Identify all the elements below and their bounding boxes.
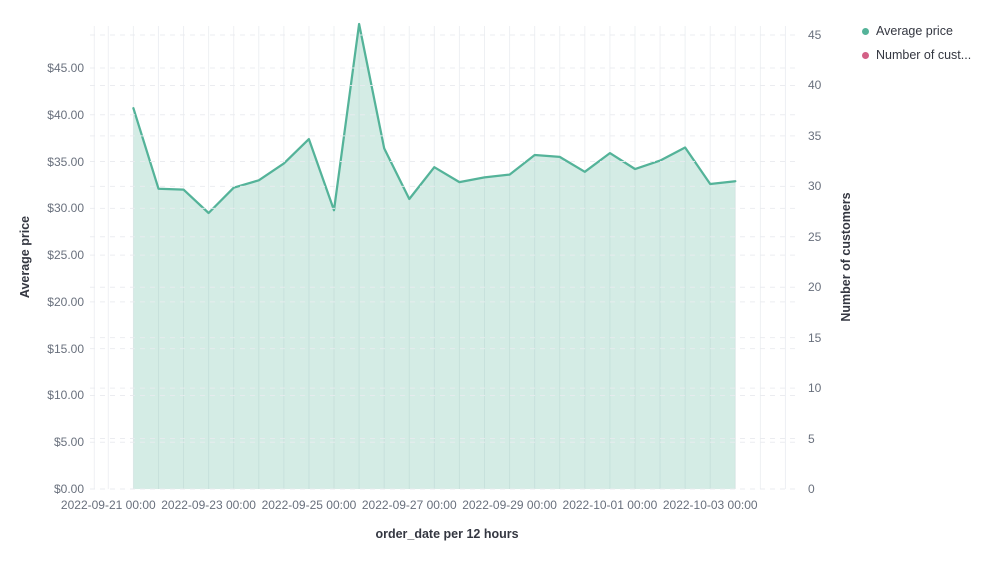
y-axis-tick-label-left: $30.00	[47, 201, 84, 216]
legend-label-average-price: Average price	[876, 24, 953, 38]
y-axis-tick-label-right: 15	[808, 330, 822, 345]
y-axis-tick-label-right: 20	[808, 280, 822, 295]
y-axis-tick-label-left: $0.00	[53, 482, 84, 496]
x-axis-tick-label: 2022-10-03 00:00	[662, 498, 758, 512]
legend-label-number-of-customers: Number of cust...	[876, 48, 972, 62]
y-axis-tick-label-right: 5	[808, 431, 815, 446]
y-axis-tick-label-left: $35.00	[47, 154, 84, 169]
y-axis-tick-label-right: 45	[808, 27, 822, 42]
chart-legend: Average price Number of cust...	[862, 24, 971, 72]
legend-dot-number-of-customers-icon	[862, 52, 869, 59]
legend-dot-average-price-icon	[862, 28, 869, 35]
y-axis-tick-label-left: $40.00	[47, 107, 84, 122]
y-axis-tick-label-left: $25.00	[47, 248, 84, 263]
x-axis-tick-label: 2022-09-29 00:00	[462, 498, 557, 512]
x-axis-tick-label: 2022-09-23 00:00	[161, 498, 256, 512]
x-axis-title: order_date per 12 hours	[375, 527, 519, 541]
x-axis-tick-label: 2022-10-01 00:00	[562, 498, 658, 512]
x-axis-tick-label: 2022-09-21 00:00	[60, 498, 156, 512]
y-axis-tick-label-right: 30	[808, 179, 822, 194]
y-axis-tick-label-right: 40	[808, 78, 822, 93]
y-axis-tick-label-left: $15.00	[47, 341, 84, 356]
y-axis-tick-label-right: 0	[808, 482, 815, 496]
average-price-area-fill	[133, 24, 736, 489]
x-axis-tick-label: 2022-09-25 00:00	[261, 498, 357, 512]
y-axis-tick-label-left: $20.00	[47, 294, 84, 309]
legend-item-average-price[interactable]: Average price	[862, 24, 971, 39]
y-axis-title-right: Number of customers	[839, 192, 853, 322]
y-axis-tick-label-right: 25	[808, 229, 822, 244]
average-price-line	[132, 22, 737, 215]
y-axis-tick-label-right: 35	[808, 128, 822, 143]
x-axis-tick-label: 2022-09-27 00:00	[361, 498, 457, 512]
legend-item-number-of-customers[interactable]: Number of cust...	[862, 48, 971, 63]
y-axis-tick-label-left: $45.00	[47, 60, 84, 75]
y-axis-tick-label-left: $10.00	[47, 388, 84, 403]
y-axis-tick-label-right: 10	[808, 381, 822, 396]
y-axis-tick-label-left: $5.00	[53, 435, 84, 450]
y-axis-title-left: Average price	[18, 215, 32, 299]
